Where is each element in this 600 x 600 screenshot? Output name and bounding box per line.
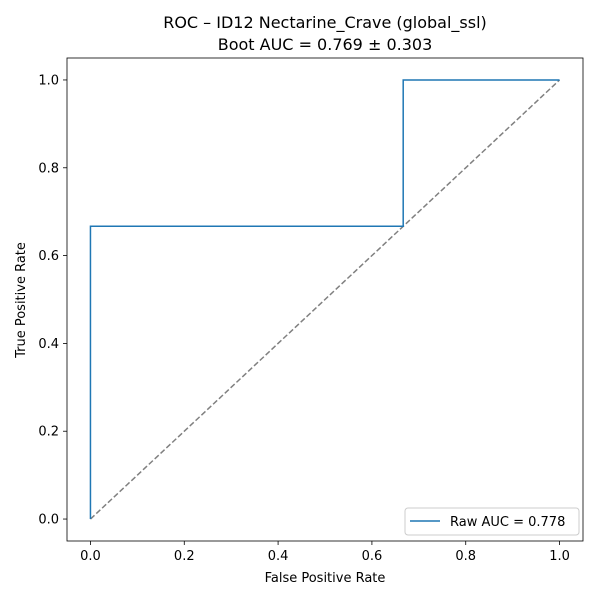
- x-tick-label: 0.2: [174, 549, 195, 564]
- x-tick-label: 0.8: [455, 549, 476, 564]
- x-tick-label: 0.0: [80, 549, 101, 564]
- x-tick-label: 1.0: [549, 549, 570, 564]
- y-tick-label: 0.2: [38, 425, 59, 440]
- legend: Raw AUC = 0.778: [404, 507, 580, 536]
- x-tick-label: 0.4: [268, 549, 289, 564]
- chart-subtitle: Boot AUC = 0.769 ± 0.303: [218, 35, 433, 54]
- chart-title: ROC – ID12 Nectarine_Crave (global_ssl): [163, 13, 487, 33]
- roc-series-line-0: [89, 79, 560, 520]
- legend-label: Raw AUC = 0.778: [450, 515, 565, 530]
- y-tick-label: 0.0: [38, 513, 59, 528]
- x-tick-label: 0.6: [362, 549, 383, 564]
- y-tick-label: 0.8: [38, 161, 59, 176]
- y-tick-label: 0.6: [38, 249, 59, 264]
- y-tick-label: 1.0: [38, 73, 59, 88]
- legend-frame: [404, 507, 580, 536]
- plot-area: 0.0 0.2 0.4 0.6 0.8 1.0 0.0 0.2 0.4 0.6 0.8 1.0: [38, 57, 584, 564]
- y-axis-label: True Positive Rate: [14, 242, 29, 359]
- y-tick-label: 0.4: [38, 337, 59, 352]
- reference-diagonal-line: [89, 79, 561, 520]
- x-axis-label: False Positive Rate: [265, 571, 386, 586]
- plot-frame: [66, 57, 584, 542]
